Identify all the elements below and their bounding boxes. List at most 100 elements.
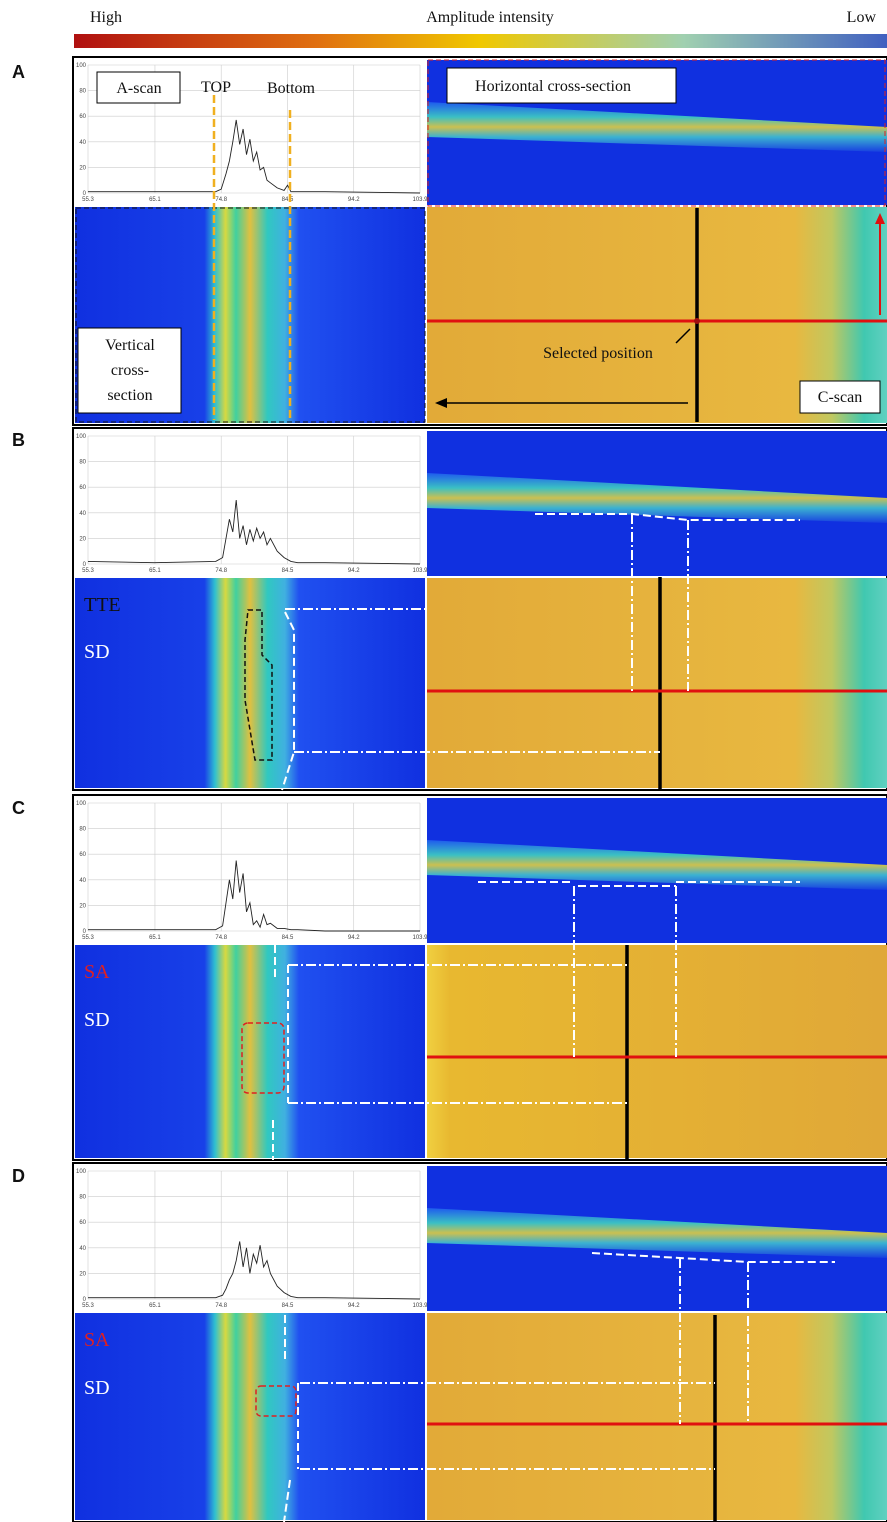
x-tick-label: 74.8 <box>215 1303 227 1309</box>
ascan-line <box>88 860 420 932</box>
y-tick-label: 80 <box>79 1195 86 1201</box>
colorbar <box>74 34 887 48</box>
label-box <box>96 71 181 104</box>
y-tick-label: 0 <box>83 191 87 197</box>
y-tick-label: 60 <box>79 1220 86 1226</box>
y-tick-label: 60 <box>79 485 86 491</box>
vertical-section <box>75 1313 425 1520</box>
label: cross- <box>111 362 149 379</box>
y-tick-label: 0 <box>83 1297 87 1303</box>
y-tick-label: 100 <box>76 1169 87 1175</box>
y-tick-label: 20 <box>79 536 86 542</box>
defect-outline <box>591 1252 835 1263</box>
y-tick-label: 40 <box>79 878 86 884</box>
panel-letter: B <box>12 430 25 450</box>
horizontal-band <box>427 1208 887 1258</box>
panel-letter: A <box>12 62 25 82</box>
y-tick-label: 60 <box>79 114 86 120</box>
x-tick-label: 65.1 <box>149 568 161 574</box>
guide-line <box>300 1258 749 1470</box>
x-tick-label: 94.2 <box>348 1303 360 1309</box>
y-tick-label: 0 <box>83 562 87 568</box>
colorbar-high: High <box>90 9 122 26</box>
guide-line <box>288 886 677 1104</box>
x-tick-label: 103.9 <box>412 197 428 203</box>
marker <box>694 318 700 324</box>
x-tick-label: 84.5 <box>282 1303 294 1309</box>
label: SD <box>84 1377 110 1399</box>
c-scan <box>427 1313 887 1520</box>
x-tick-label: 103.9 <box>412 568 428 574</box>
y-tick-label: 20 <box>79 1271 86 1277</box>
ascan-line <box>88 119 421 194</box>
x-tick-label: 94.2 <box>348 197 360 203</box>
label: TOP <box>201 79 231 96</box>
x-tick-label: 65.1 <box>149 935 161 941</box>
label: A-scan <box>116 80 161 97</box>
texts: High Amplitude intensity Low A B C D A-s… <box>12 9 876 1399</box>
label: C-scan <box>818 389 862 406</box>
y-tick-label: 40 <box>79 1246 86 1252</box>
label: SA <box>84 1329 110 1351</box>
defect-outline <box>478 881 800 887</box>
defect-outline <box>283 1315 299 1522</box>
ascan-line <box>87 499 421 565</box>
defect-outline <box>241 1022 285 1094</box>
horizontal-band <box>427 102 887 152</box>
ascan-area <box>75 431 425 576</box>
label-box <box>77 327 182 414</box>
defect-outline <box>281 611 295 791</box>
x-tick-label: 74.8 <box>215 935 227 941</box>
arrow <box>875 213 885 224</box>
label: Selected position <box>543 345 653 362</box>
x-tick-label: 55.3 <box>82 1303 94 1309</box>
x-tick-label: 103.9 <box>412 1303 428 1309</box>
x-tick-label: 94.2 <box>348 568 360 574</box>
y-tick-label: 20 <box>79 903 86 909</box>
y-tick-label: 60 <box>79 852 86 858</box>
defect-outline <box>255 1385 297 1417</box>
label: SA <box>84 961 110 983</box>
x-tick-label: 103.9 <box>412 935 428 941</box>
y-tick-label: 80 <box>79 460 86 466</box>
x-tick-label: 65.1 <box>149 1303 161 1309</box>
x-tick-label: 94.2 <box>348 935 360 941</box>
frame <box>75 207 426 423</box>
horizontal-band <box>427 840 887 890</box>
x-tick-label: 55.3 <box>82 197 94 203</box>
panel-letter: D <box>12 1166 25 1186</box>
label: Vertical <box>105 337 155 354</box>
c-scan <box>427 578 887 788</box>
y-tick-label: 100 <box>76 63 87 69</box>
y-tick-label: 0 <box>83 929 87 935</box>
overlays <box>75 59 887 1522</box>
frame <box>427 59 886 207</box>
panels: 0 20 40 60 80 100 55.3 65.1 74.8 84.5 94.2 103.9 0 20… <box>72 56 887 1522</box>
defect-outline <box>535 513 800 521</box>
x-tick-label: 84.5 <box>282 197 294 203</box>
x-tick-label: 55.3 <box>82 935 94 941</box>
y-tick-label: 40 <box>79 140 86 146</box>
y-tick-label: 80 <box>79 827 86 833</box>
y-tick-label: 80 <box>79 89 86 95</box>
label-box <box>446 67 677 104</box>
vertical-section <box>75 945 425 1158</box>
defect-outline <box>272 945 289 1160</box>
x-tick-label: 84.5 <box>282 568 294 574</box>
x-tick-label: 84.5 <box>282 935 294 941</box>
y-tick-label: 40 <box>79 511 86 517</box>
label-box <box>799 380 881 414</box>
label: section <box>107 387 152 404</box>
panel-letter: C <box>12 798 25 818</box>
colorbar-title: Amplitude intensity <box>426 9 554 26</box>
x-tick-label: 74.8 <box>215 568 227 574</box>
label: SD <box>84 1009 110 1031</box>
label: Bottom <box>267 80 316 97</box>
y-tick-label: 20 <box>79 165 86 171</box>
arrow <box>435 398 447 408</box>
ascan-line <box>88 1241 421 1300</box>
defect-outline <box>244 609 273 761</box>
x-tick-label: 65.1 <box>149 197 161 203</box>
